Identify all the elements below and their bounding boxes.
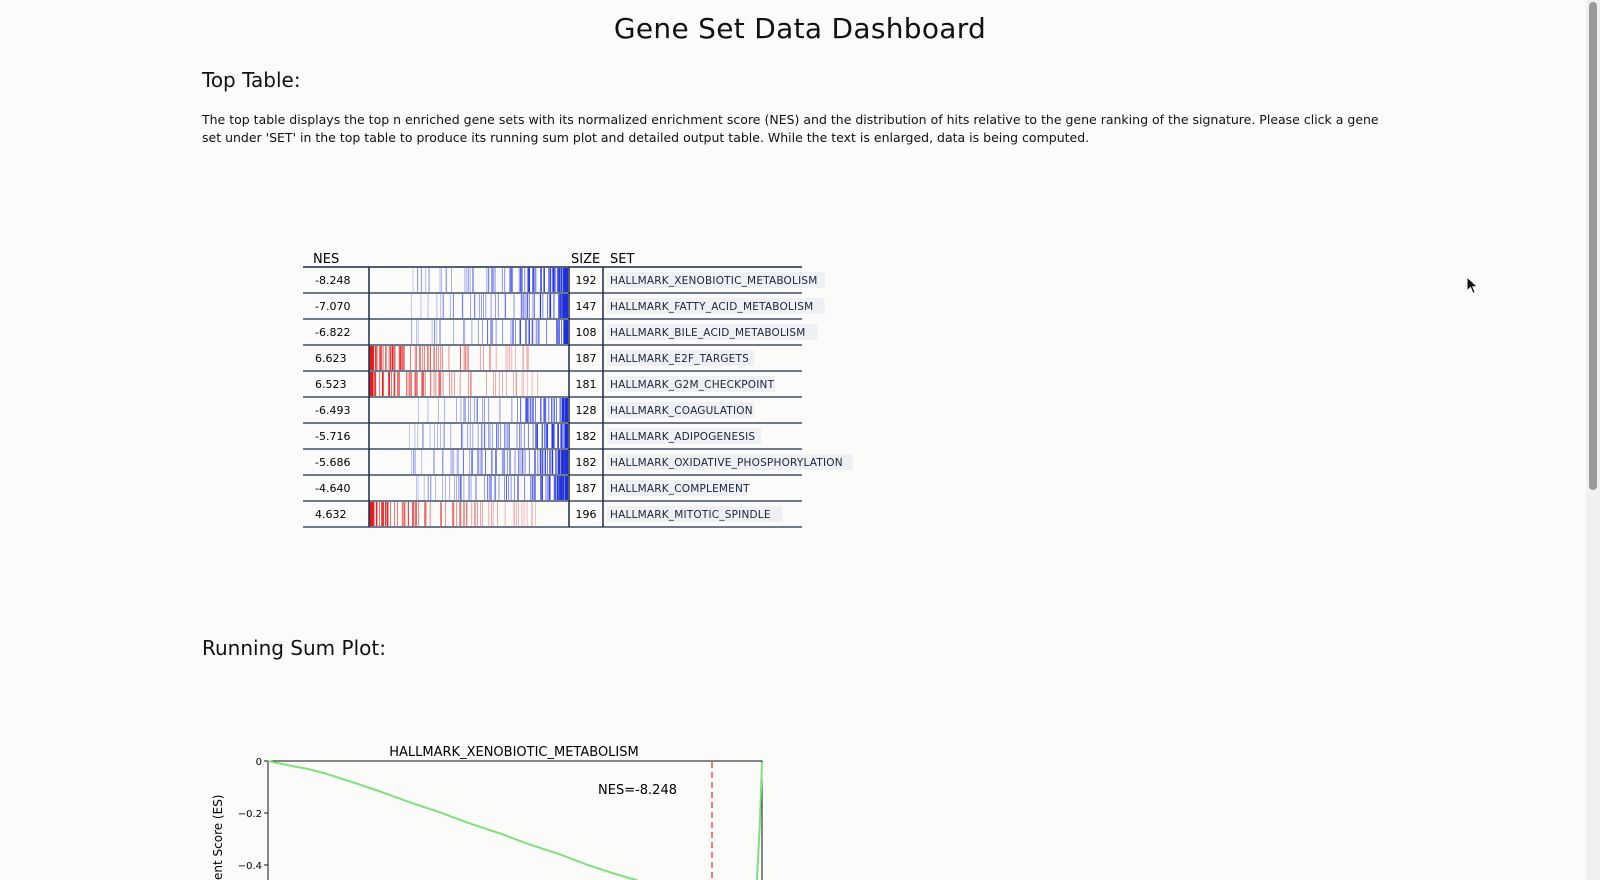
top-table: NES SIZE SET -8.248 192 HALLMARK_XENOBIOTI…	[303, 252, 853, 528]
top-table-description: The top table displays the top n enriche…	[202, 112, 1379, 145]
y-tick-label: −0.2	[238, 809, 262, 820]
y-tick-label: 0	[256, 757, 262, 768]
y-axis-label: ent Score (ES)	[211, 795, 225, 880]
column-header-set: SET	[610, 252, 634, 267]
nes-value: 6.523	[315, 378, 347, 391]
gene-set-link[interactable]: HALLMARK_E2F_TARGETS	[610, 353, 749, 365]
running-sum-recovery-line	[756, 761, 763, 880]
scrollbar-thumb[interactable]	[1589, 2, 1597, 490]
page-title: Gene Set Data Dashboard	[613, 12, 987, 45]
set-link-background	[607, 428, 762, 444]
gene-set-link[interactable]: HALLMARK_MITOTIC_SPINDLE	[610, 509, 771, 521]
set-link-background	[607, 298, 825, 314]
nes-value: -7.070	[315, 300, 350, 313]
mouse-pointer-icon	[1466, 276, 1479, 295]
size-value: 192	[576, 274, 597, 287]
hit-distribution-bar	[412, 268, 568, 292]
column-header-nes: NES	[313, 252, 339, 267]
table-row: -4.640 187 HALLMARK_COMPLEMENT	[303, 476, 802, 502]
size-value: 128	[576, 404, 597, 417]
hit-distribution-bar	[411, 450, 568, 474]
size-value: 108	[576, 326, 597, 339]
table-row: -6.493 128 HALLMARK_COAGULATION	[303, 398, 802, 424]
set-link-background	[607, 454, 853, 470]
table-row: -8.248 192 HALLMARK_XENOBIOTIC_METABOLISM	[303, 268, 825, 294]
gene-set-link[interactable]: HALLMARK_XENOBIOTIC_METABOLISM	[610, 275, 817, 287]
hit-distribution-bar	[409, 424, 568, 448]
table-row: -5.686 182 HALLMARK_OXIDATIVE_PHOSPHORYLAT…	[303, 450, 853, 476]
table-row: -5.716 182 HALLMARK_ADIPOGENESIS	[303, 424, 802, 450]
set-link-background	[607, 402, 754, 418]
hit-distribution-bar	[418, 398, 568, 422]
size-value: 181	[576, 378, 597, 391]
nes-value: -8.248	[315, 274, 350, 287]
nes-value: 4.632	[315, 508, 347, 521]
running-sum-line	[267, 760, 640, 880]
size-value: 147	[576, 300, 597, 313]
table-row: -7.070 147 HALLMARK_FATTY_ACID_METABOLISM	[303, 294, 825, 320]
size-value: 182	[576, 456, 597, 469]
table-row: 6.523 181 HALLMARK_G2M_CHECKPOINT	[303, 372, 802, 398]
y-tick-label: −0.4	[238, 861, 262, 872]
gene-set-link[interactable]: HALLMARK_COAGULATION	[610, 405, 753, 417]
running-sum-heading: Running Sum Plot:	[202, 636, 386, 660]
set-link-background	[607, 376, 776, 392]
nes-value: -5.716	[315, 430, 350, 443]
hit-distribution-bar	[411, 320, 568, 344]
nes-value: -6.822	[315, 326, 350, 339]
nes-value: -4.640	[315, 482, 350, 495]
chart-title: HALLMARK_XENOBIOTIC_METABOLISM	[389, 745, 638, 760]
set-link-background	[607, 480, 747, 496]
set-link-background	[607, 506, 783, 522]
size-value: 196	[576, 508, 597, 521]
gene-set-link[interactable]: HALLMARK_COMPLEMENT	[610, 483, 750, 495]
gene-set-link[interactable]: HALLMARK_ADIPOGENESIS	[610, 431, 755, 443]
top-table-heading: Top Table:	[202, 68, 301, 92]
gene-set-link[interactable]: HALLMARK_FATTY_ACID_METABOLISM	[610, 301, 813, 313]
scrollbar[interactable]	[1586, 0, 1600, 880]
hit-distribution-bar	[411, 294, 568, 318]
size-value: 187	[576, 352, 597, 365]
column-header-size: SIZE	[571, 252, 600, 267]
gene-set-link[interactable]: HALLMARK_BILE_ACID_METABOLISM	[610, 327, 805, 339]
table-row: 4.632 196 HALLMARK_MITOTIC_SPINDLE	[303, 502, 802, 528]
gene-set-link[interactable]: HALLMARK_OXIDATIVE_PHOSPHORYLATION	[610, 457, 843, 469]
table-row: -6.822 108 HALLMARK_BILE_ACID_METABOLISM	[303, 320, 818, 346]
set-link-background	[607, 324, 818, 340]
nes-annotation: NES=-8.248	[598, 783, 677, 798]
hit-distribution-bar	[416, 476, 568, 500]
size-value: 182	[576, 430, 597, 443]
nes-value: -6.493	[315, 404, 350, 417]
set-link-background	[607, 350, 754, 366]
size-value: 187	[576, 482, 597, 495]
plot-frame	[267, 760, 763, 880]
set-link-background	[607, 272, 825, 288]
nes-value: 6.623	[315, 352, 347, 365]
hit-distribution-bar	[368, 502, 536, 526]
nes-value: -5.686	[315, 456, 350, 469]
gene-set-link[interactable]: HALLMARK_G2M_CHECKPOINT	[610, 379, 775, 391]
